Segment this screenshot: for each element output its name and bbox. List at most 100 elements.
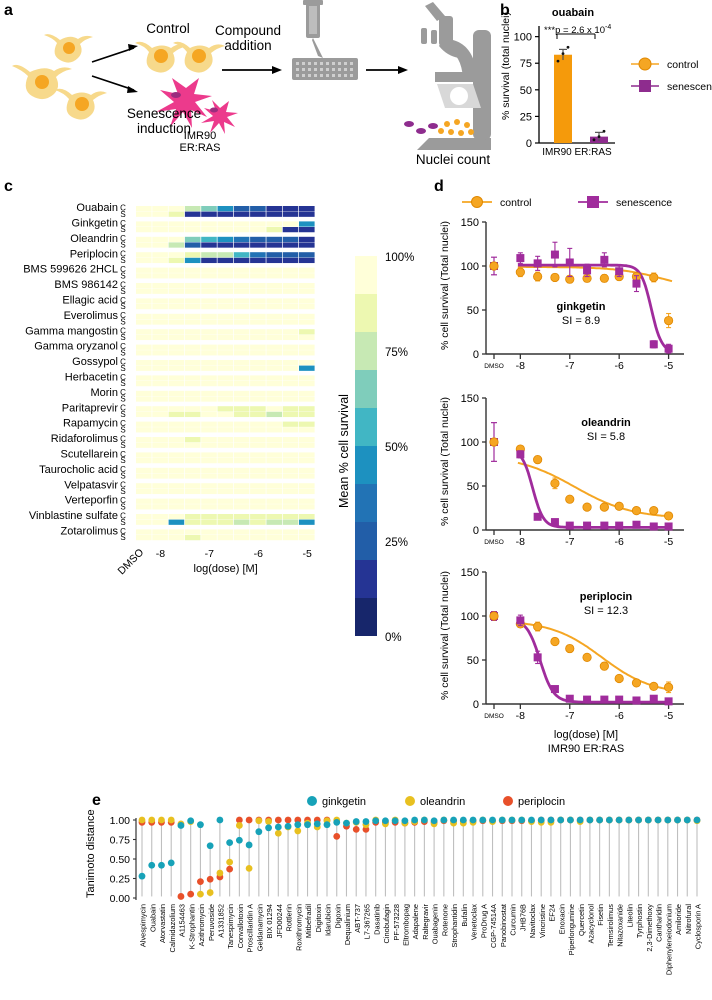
heatmap-cell [299,267,315,273]
heatmap-cell [184,514,201,520]
panel-b-legend: control senescence [631,57,712,93]
legend-label-ginkgetin: ginkgetin [322,796,366,808]
heatmap-cell [168,236,185,243]
heatmap-cell [266,452,282,458]
heatmap-cell [266,421,282,427]
heatmap-cell [266,288,282,294]
heatmap-cell [250,458,266,464]
lollipop-point [518,816,526,824]
lollipop-point [197,890,204,898]
dose-response-ginkgetin: 150 100 50 0 DMSO -8 -7 -6 -5 ginkgetin SI = 8.9 % … [439,217,684,372]
lollipop-point [216,816,224,824]
heatmap-cell [152,390,168,397]
heatmap-cell [233,458,250,464]
heatmap-cell [266,514,282,520]
lollipop-point [547,816,555,824]
heatmap-cell [233,206,250,212]
heatmap-cell [152,437,168,443]
heatmap-row-label: Morin [90,387,118,399]
heatmap-cell [184,329,201,335]
heatmap-cell [201,227,217,233]
panel-d-xsublabel: IMR90 ER:RAS [548,743,624,755]
panel-e-xtick: Mitbefradil [304,904,313,938]
heatmap-cell [250,227,266,233]
heatmap-cell [152,298,168,304]
lollipop-point [683,816,691,824]
panel-d-xtick-dmso: DMSO [484,363,504,370]
heatmap-cell [136,211,152,217]
heatmap-cell [266,313,282,320]
data-point-senescence [649,694,658,703]
lollipop-point [304,821,311,829]
heatmap-cell [152,360,168,366]
heatmap-cell [136,288,152,294]
heatmap-cell [282,236,299,243]
heatmap-cell [299,381,315,387]
panel-d-xtick: -7 [565,536,574,548]
heatmap-cell [152,473,168,479]
heatmap-cell [152,483,168,489]
panel-e-xtick: Cinobufagin [382,904,391,943]
heatmap-cell [233,344,250,350]
heatmap-cell [184,227,201,233]
panel-d-si-label: SI = 5.8 [587,431,625,443]
heatmap-cell [184,396,201,402]
lollipop-point [508,816,516,824]
heatmap-row-sub-c: C [120,511,126,520]
lollipop-point [498,816,506,824]
heatmap-cell [152,375,168,381]
heatmap-row-sub-s: S [120,487,125,496]
heatmap-cell [266,488,282,495]
heatmap-cell [152,519,168,525]
heatmap-cell [266,236,282,243]
lollipop-point [586,816,594,824]
panel-e-ytick: 0.25 [110,874,131,886]
heatmap-cell [299,206,315,212]
heatmap-cell [282,221,299,227]
heatmap-cell [250,267,266,273]
heatmap-cell [233,227,250,233]
heatmap-cell [168,313,185,320]
heatmap-cell [201,298,217,304]
heatmap-cell [282,267,299,273]
heatmap-cell [282,283,299,289]
lollipop-point [420,816,428,824]
heatmap-cell [217,267,234,273]
panel-e-ytick: 1.00 [110,815,131,827]
lollipop-point [567,816,574,824]
lollipop-point [459,816,467,824]
heatmap-cell [168,498,185,504]
heatmap-cell [152,273,168,279]
lollipop-point [235,836,243,844]
heatmap-cell [168,365,185,371]
heatmap-row-sub-c: C [120,265,126,274]
heatmap-cell [136,519,152,525]
heatmap-cell [201,488,217,495]
heatmap-cell [266,211,282,217]
heatmap-cell [250,529,266,535]
lollipop-point [138,816,146,824]
heatmap-cell [266,206,282,212]
heatmap-cell [233,467,250,474]
panel-e-xtick: Digoxin [333,904,342,929]
data-point-senescence [600,255,609,264]
lollipop-point [343,819,350,827]
heatmap-cell [266,442,282,448]
data-point-senescence [649,522,658,531]
heatmap-cell [282,344,299,350]
heatmap-cell [233,519,250,525]
heatmap-cell [299,304,315,310]
heatmap-cell [168,396,185,402]
panel-e-xtick: Roxithromycin [294,904,303,951]
heatmap-cell [233,319,250,325]
panel-e-xtick: Piperlongumine [567,904,576,955]
heatmap-cell [152,283,168,289]
lollipop-point [148,816,156,824]
lollipop-point [216,869,224,877]
colorbar-swatch [355,598,377,636]
heatmap-row-sub-s: S [120,533,125,542]
nuclei-dots [404,119,474,136]
panel-d-curves: control senescence 150 100 50 0 DMSO -8 -7 -6 -5 gi… [430,188,712,768]
panel-e-xtick: Strophantidin [450,904,459,948]
heatmap-row-sub-c: C [120,465,126,474]
